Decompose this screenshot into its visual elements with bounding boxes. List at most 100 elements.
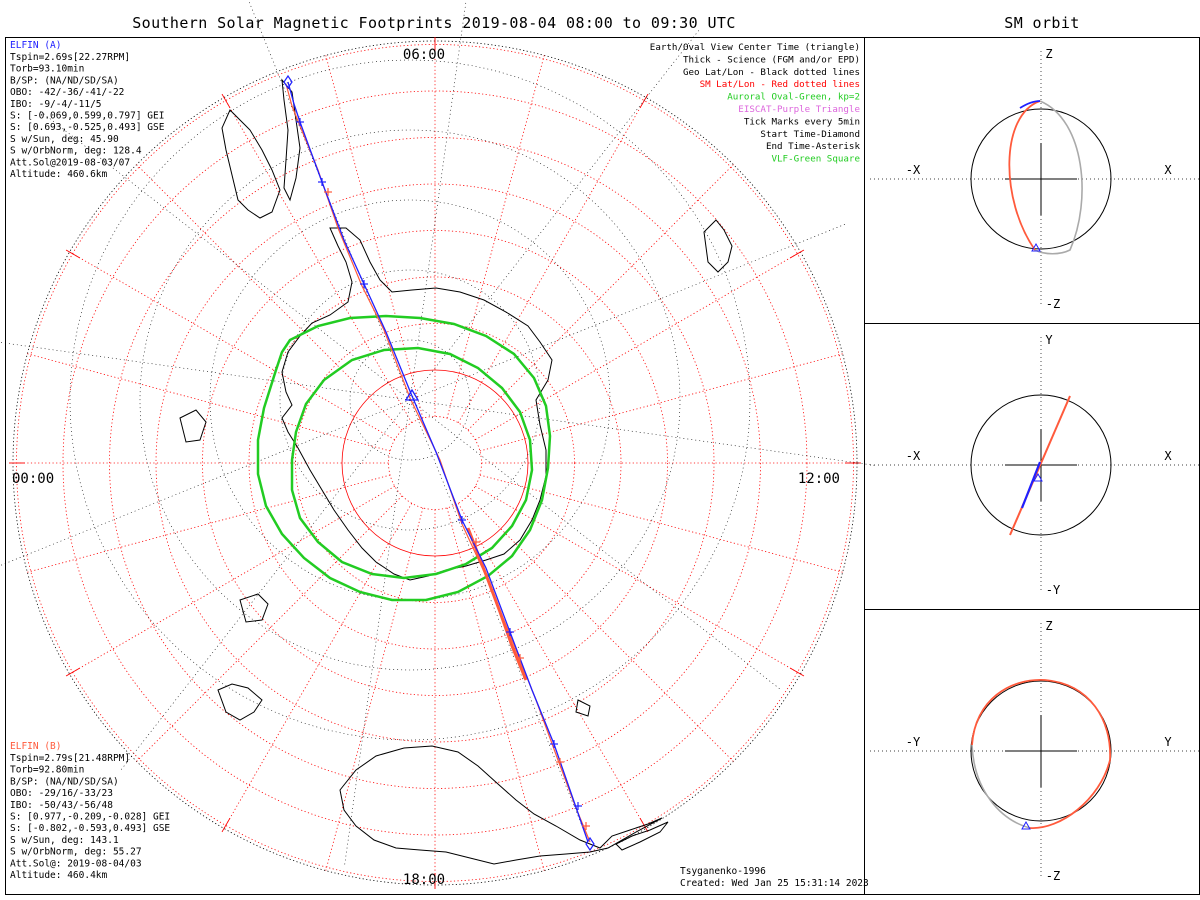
sm-meridian bbox=[475, 251, 801, 441]
mlt-label-right: 12:00 bbox=[798, 471, 840, 487]
elfin-a-info-line-3: OBO: -42/-36/-41/-22 bbox=[10, 87, 124, 98]
legend-entry: Start Time-Diamond bbox=[760, 129, 860, 140]
elfin-b-info-line-10: Altitude: 460.4km bbox=[10, 870, 108, 881]
sm-meridian bbox=[325, 55, 424, 419]
geo-lat-circle bbox=[279, 269, 541, 531]
sm-meridian bbox=[223, 503, 413, 829]
legend-entry: End Time-Asterisk bbox=[766, 141, 861, 152]
orbit-axis-label-top: Y bbox=[1045, 333, 1053, 347]
geo-meridian bbox=[409, 399, 876, 466]
orbit-trace-gray bbox=[971, 744, 1031, 829]
elfin-b-info-line-8: S w/OrbNorm, deg: 55.27 bbox=[10, 847, 142, 858]
sm-meridian bbox=[27, 474, 391, 573]
elfin-a-end-marker bbox=[585, 836, 595, 852]
legend-entry: VLF-Green Square bbox=[771, 154, 860, 165]
elfin-a-info-line-5: S: [-0.069,0.599,0.797] GEI bbox=[10, 111, 164, 122]
elfin-b-info-line-5: S: [0.977,-0.209,-0.028] GEI bbox=[10, 812, 170, 823]
sm-lat-circle bbox=[202, 230, 668, 696]
elfin-a-info-line-0: Tspin=2.69s[22.27RPM] bbox=[10, 52, 130, 63]
sm-meridian bbox=[467, 164, 734, 431]
sm-lat-circle bbox=[109, 137, 761, 789]
mlt-tick bbox=[789, 249, 805, 259]
legend-entry: Auroral Oval-Green, kp=2 bbox=[727, 92, 860, 103]
elfin-a-info-line-4: IBO: -9/-4/-11/5 bbox=[10, 99, 102, 110]
elfin-a-info-line-6: S: [0.693,-0.525,0.493] GSE bbox=[10, 122, 165, 133]
geo-meridian bbox=[409, 29, 700, 401]
view-center-triangle bbox=[404, 388, 420, 401]
orbit-trace-b bbox=[1008, 100, 1041, 251]
geo-meridian bbox=[0, 342, 411, 401]
sm-meridian bbox=[479, 353, 843, 452]
auroral-oval-inner bbox=[290, 346, 534, 580]
sm-grid bbox=[9, 37, 861, 889]
mlt-tick bbox=[789, 667, 805, 677]
elfin-a-start-diamond bbox=[283, 74, 293, 90]
sm-meridian bbox=[69, 251, 395, 441]
orbit-triangle bbox=[1021, 820, 1031, 830]
geo-meridian bbox=[248, 0, 411, 401]
sm-lat-circle bbox=[388, 416, 482, 510]
sm-meridian bbox=[223, 97, 413, 423]
elfin-b-info-line-0: Tspin=2.79s[21.48RPM] bbox=[10, 753, 130, 764]
footer: Tsyganenko-1996 Created: Wed Jan 25 15:3… bbox=[680, 866, 869, 889]
elfin-a-info-line-1: Torb=93.10min bbox=[10, 64, 84, 75]
elfin-a-info: ELFIN (A) Tspin=2.69s[22.27RPM]Torb=93.1… bbox=[10, 40, 165, 180]
elfin-b-info-line-2: B/SP: (NA/ND/SD/SA) bbox=[10, 776, 119, 787]
legend: Earth/Oval View Center Time (triangle)Th… bbox=[650, 42, 861, 165]
geo-lat-circle bbox=[209, 199, 611, 601]
mlt-tick bbox=[221, 93, 231, 109]
elfin-b-track bbox=[285, 83, 591, 843]
sm-meridian bbox=[136, 495, 403, 762]
polar-map: 06:00 00:00 12:00 18:00 bbox=[0, 0, 876, 889]
mlt-label-bottom: 18:00 bbox=[403, 872, 445, 888]
sm-meridian bbox=[69, 485, 395, 675]
geo-meridian bbox=[409, 399, 781, 690]
orbit-axis-label-right: X bbox=[1164, 163, 1172, 177]
orbit-panel-3: Z -Z -Y Y bbox=[870, 619, 1200, 883]
mlt-tick bbox=[639, 93, 649, 109]
orbit-trace-a bbox=[1020, 461, 1042, 509]
satellite-tracks bbox=[283, 74, 595, 852]
legend-entry: Thick - Science (FGM and/or EPD) bbox=[683, 54, 860, 65]
sm-lat-circle bbox=[295, 323, 575, 603]
mlt-tick bbox=[221, 817, 231, 833]
earth-circle bbox=[970, 394, 1112, 536]
sm-meridian bbox=[136, 164, 403, 431]
orbit-axis-label-bottom: -Z bbox=[1046, 297, 1060, 311]
sm-meridian bbox=[325, 507, 424, 871]
orbit-triangle bbox=[1033, 472, 1043, 482]
orbit-triangle bbox=[1031, 242, 1041, 252]
orbit-axis-label-bottom: -Z bbox=[1046, 869, 1060, 883]
orbit-axis-label-top: Z bbox=[1045, 47, 1052, 61]
sm-meridian bbox=[457, 97, 647, 423]
earth-circle bbox=[970, 108, 1112, 250]
created-label: Created: Wed Jan 25 15:31:14 2023 bbox=[680, 878, 869, 889]
elfin-a-name: ELFIN (A) bbox=[10, 40, 61, 51]
orbit-axis-label-right: X bbox=[1164, 449, 1172, 463]
elfin-b-info-line-6: S: [-0.802,-0.593,0.493] GSE bbox=[10, 823, 170, 834]
orbit-trace-b bbox=[1009, 395, 1071, 536]
sm-lat-circle bbox=[62, 90, 808, 836]
orbit-axis-label-bottom: -Y bbox=[1046, 583, 1061, 597]
auroral-ovals bbox=[256, 314, 552, 602]
elfin-b-info-line-7: S w/Sun, deg: 143.1 bbox=[10, 835, 119, 846]
orbit-axis-label-left: -Y bbox=[906, 735, 921, 749]
legend-entry: Geo Lat/Lon - Black dotted lines bbox=[683, 67, 860, 78]
auroral-oval-outer bbox=[256, 314, 552, 602]
model-label: Tsyganenko-1996 bbox=[680, 866, 766, 877]
sm-lat-circle bbox=[248, 276, 622, 650]
geo-meridian bbox=[409, 399, 587, 836]
orbit-title: SM orbit bbox=[1004, 14, 1079, 32]
elfin-a-info-line-8: S w/OrbNorm, deg: 128.4 bbox=[10, 146, 142, 157]
elfin-a-track bbox=[287, 81, 589, 843]
elfin-a-info-line-2: B/SP: (NA/ND/SD/SA) bbox=[10, 75, 119, 86]
geo-lat-circle bbox=[349, 339, 471, 461]
elfin-b-info-line-1: Torb=92.80min bbox=[10, 765, 84, 776]
mlt-label-top: 06:00 bbox=[403, 47, 445, 63]
orbit-panel-1: Z -Z -X X bbox=[870, 47, 1200, 311]
elfin-b-info-line-4: IBO: -50/43/-56/48 bbox=[10, 800, 113, 811]
mlt-label-left: 00:00 bbox=[12, 471, 54, 487]
elfin-a-info-line-7: S w/Sun, deg: 45.90 bbox=[10, 134, 119, 145]
geo-lat-circle bbox=[69, 59, 751, 741]
